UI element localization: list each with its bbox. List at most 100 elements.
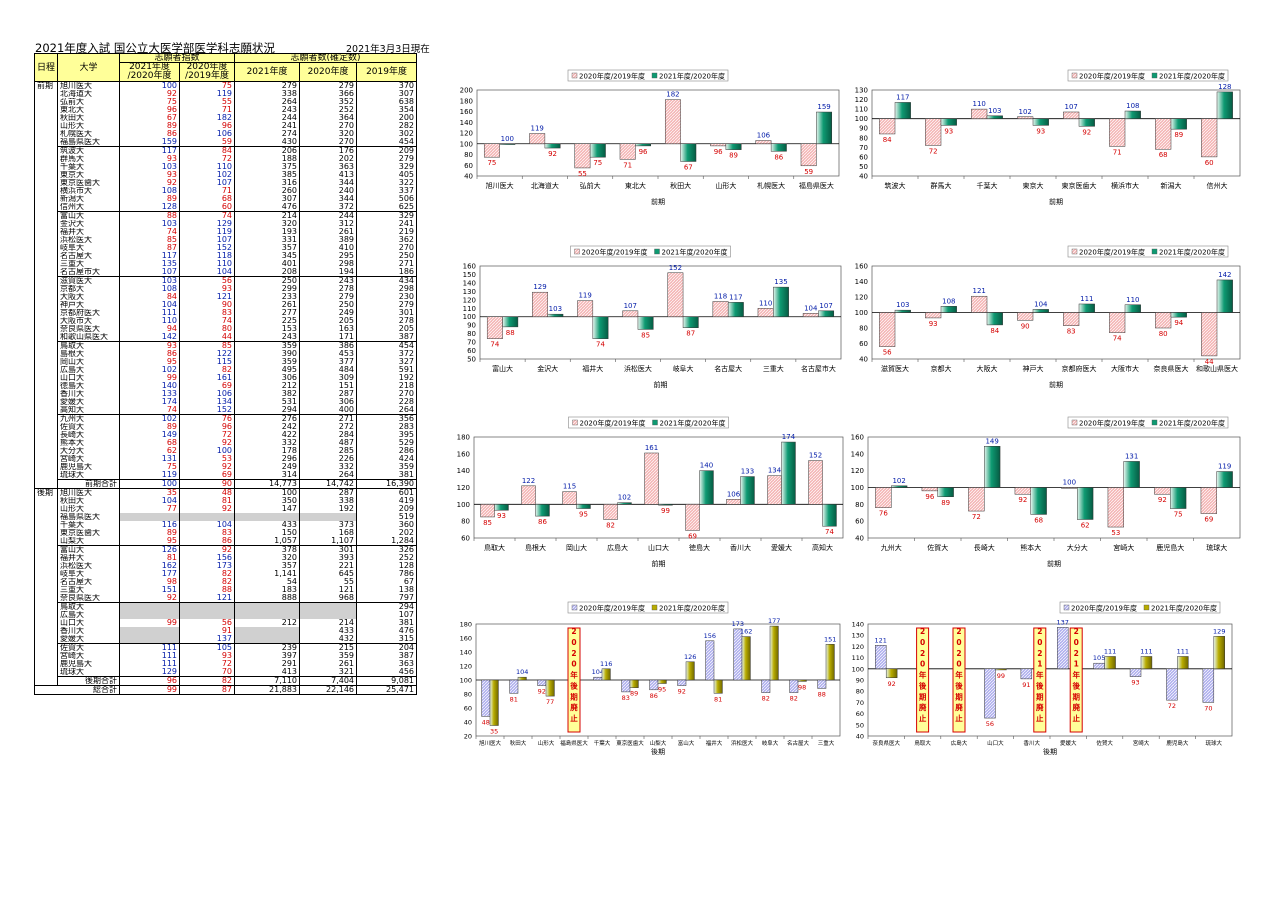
index-2020-cell: 92 [179,439,236,447]
y-tick-label: 120 [460,130,473,138]
bar [649,679,659,691]
table-row: 宮崎大 111 93 397 359 387 [35,652,418,660]
table-row: 新潟大 89 68 307 344 506 [35,195,418,203]
bar [1057,627,1069,670]
y-tick-label: 50 [859,163,868,171]
data-label: 83 [622,694,630,702]
bar [1104,656,1116,670]
x-tick-label: 香川大 [730,543,751,552]
count-2021-cell: 357 [234,244,301,252]
bar [770,143,787,152]
legend-label-2: 2021年度/2020年度 [1159,248,1225,257]
data-label: 122 [522,477,535,485]
x-tick-label: 福井大 [582,364,603,373]
table-row: 山形大 77 92 147 192 209 [35,505,418,513]
index-2021-cell [119,513,181,521]
abolished-char: 止 [955,713,963,723]
count-2020-cell: 344 [299,179,358,187]
y-tick-label: 160 [851,434,864,442]
index-2021-cell: 117 [119,252,181,260]
data-label: 89 [941,499,950,507]
university-cell: 群馬大 [57,155,121,163]
index-2021-cell: 93 [119,155,181,163]
chart-panel: 2020年度/2019年度 2021年度/2020年度 40 50 60 70 80 90 10… [852,600,1233,766]
data-label: 107 [819,302,832,310]
bar [1201,312,1218,357]
data-label: 81 [510,695,518,703]
bar [1078,118,1095,127]
y-tick-label: 120 [855,294,868,302]
count-2019-cell: 283 [356,423,418,431]
bar [1170,312,1187,318]
chart-panel: 2020年度/2019年度 2021年度/2020年度 40 50 60 70 80 90 10… [855,68,1241,222]
index-2020-cell: 134 [179,398,236,406]
count-2021-cell: 888 [234,594,301,603]
count-2019-cell: 381 [356,471,418,480]
bar [682,316,699,328]
abolished-char: 2 [1037,649,1042,658]
count-2021-cell: 345 [234,252,301,260]
count-2019-cell: 329 [356,211,418,220]
bar [1061,487,1078,489]
abolished-char: 年 [1072,670,1080,680]
data-label: 85 [641,331,650,339]
y-tick-label: 60 [859,153,868,161]
header-index-2021: 2021年度 /2020年度 [119,62,181,82]
abolished-char: 廃 [1036,702,1044,712]
table-row: 琉球大 119 69 314 264 381 [35,471,418,480]
index-2020-cell: 75 [179,81,236,90]
legend-swatch-2 [654,248,660,255]
table-row: 浜松医大 85 107 331 389 362 [35,236,418,244]
count-2019-cell: 294 [356,602,418,611]
university-cell: 鹿児島大 [57,463,121,471]
chart-legend: 2020年度/2019年度 2021年度/2020年度 [1067,69,1229,82]
count-2021-cell: 390 [234,350,301,358]
legend-label-2: 2021年度/2020年度 [659,72,725,81]
index-2020-cell: 82 [179,676,236,686]
data-label: 90 [1021,322,1030,330]
count-2021-cell: 378 [234,545,301,554]
data-label: 75 [593,159,602,167]
count-2019-cell: 186 [356,268,418,277]
index-2020-cell: 74 [179,211,236,220]
total-label: 総合計 [33,685,121,695]
abolished-char: 2 [1074,627,1079,636]
x-tick-label: 山口大 [648,543,669,552]
count-2021-cell: 320 [234,554,301,562]
y-tick-label: 110 [852,654,864,662]
count-2019-cell: 356 [356,414,418,423]
y-tick-label: 60 [464,705,472,713]
data-label: 162 [740,628,752,636]
abolished-char: 0 [1074,638,1079,647]
count-2019-cell: 230 [356,293,418,301]
count-2021-cell [234,635,301,644]
count-2020-cell: 410 [299,244,358,252]
legend-swatch-1 [1071,419,1078,426]
bar [712,301,729,317]
count-2021-cell: 1,141 [234,570,301,578]
x-tick-label: 金沢大 [537,364,558,373]
data-label: 140 [700,462,713,470]
index-2021-cell: 162 [119,562,181,570]
count-2020-cell [299,611,358,619]
table-row: 大阪市大 110 74 225 205 278 [35,317,418,325]
count-2021-cell: 274 [234,130,301,138]
count-2020-cell: 373 [299,521,358,529]
bar [629,679,639,688]
count-2021-cell: 320 [234,220,301,228]
index-2021-cell: 131 [119,455,181,463]
bar [1216,471,1233,488]
table-row: 弘前大 75 55 264 352 638 [35,98,418,106]
count-2020-cell: 309 [299,374,358,382]
y-tick-label: 90 [859,125,868,133]
index-2021-cell: 89 [119,122,181,130]
index-2020-cell: 56 [179,276,236,285]
y-tick-label: 100 [463,313,476,321]
count-2020-cell: 163 [299,325,358,333]
y-tick-label: 100 [460,140,473,148]
bar [921,487,938,492]
legend-label-1: 2020年度/2019年度 [582,248,648,257]
x-tick-label: 鹿児島大 [1166,739,1189,747]
index-2020-cell: 122 [179,350,236,358]
count-2021-cell: 531 [234,398,301,406]
